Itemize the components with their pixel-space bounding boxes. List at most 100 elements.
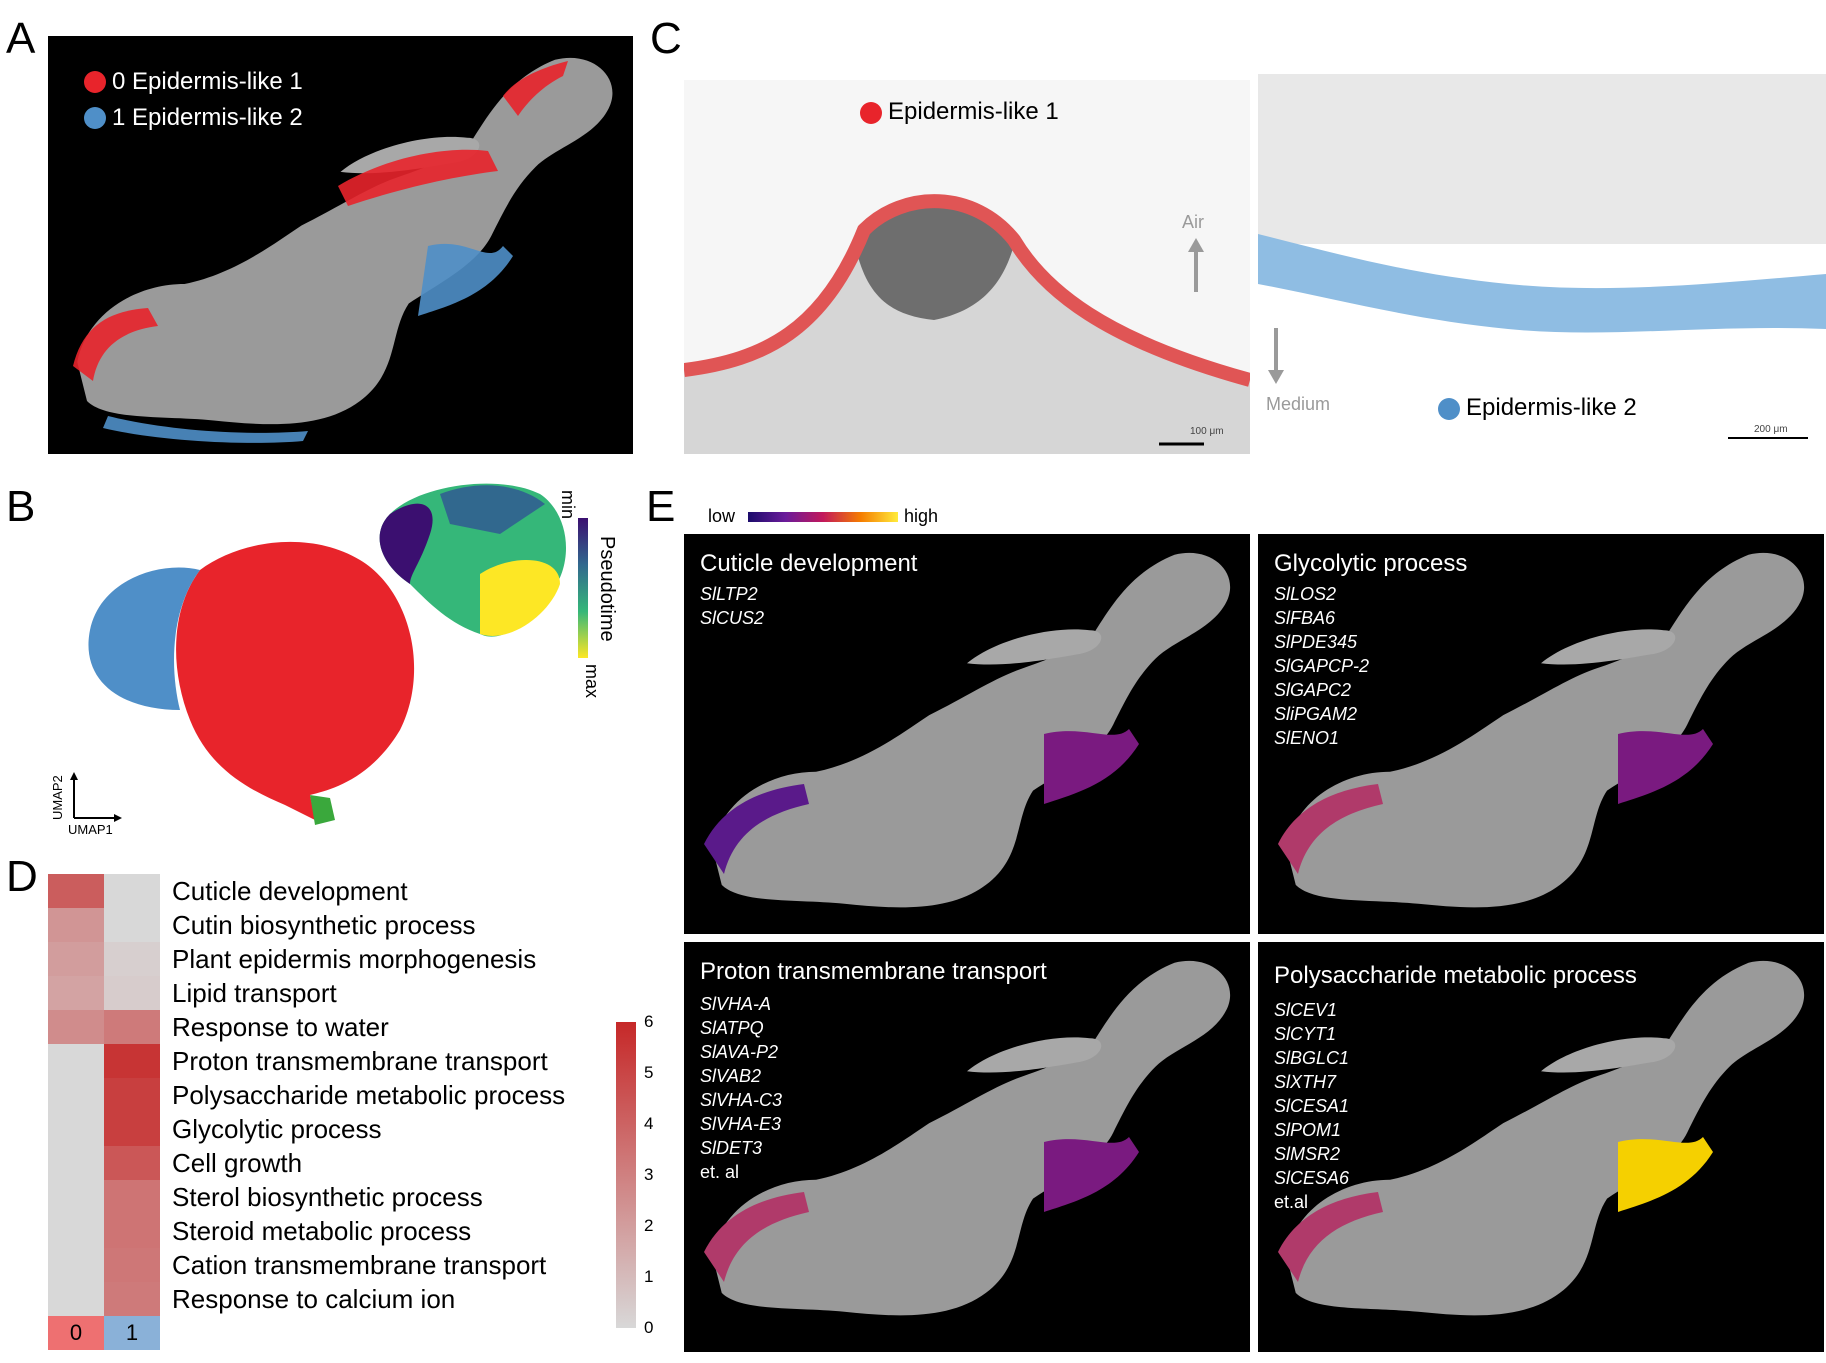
heatmap-row: [48, 976, 160, 1010]
gene-list: SlCEV1 SlCYT1 SlBGLC1 SlXTH7 SlCESA1 SlPOM1 Sl…: [1274, 998, 1349, 1214]
umap-plot: [88, 541, 415, 825]
heatmap-cell-cluster-0: [48, 874, 104, 908]
pseudotime-label: Pseudotime: [596, 536, 618, 642]
expression-colorbar-high: high: [904, 506, 939, 526]
tissue-expression-image: [1278, 552, 1805, 908]
gene-name: SlFBA6: [1274, 608, 1336, 628]
panel-label-a: A: [6, 14, 36, 63]
legend-dot-red: [84, 71, 106, 93]
gene-list-suffix: et. al: [700, 1162, 740, 1182]
go-heatmap: 0 1: [48, 874, 160, 1350]
micrograph-epidermis-2: Medium Epidermis-like 2 200 μm: [1258, 74, 1826, 454]
pseudotime-min-label: min: [558, 490, 578, 520]
scale-tick-label: 0: [644, 1318, 654, 1337]
go-term-label: Sterol biosynthetic process: [172, 1182, 483, 1212]
heatmap-cell-cluster-0: [48, 1248, 104, 1282]
heatmap-row: [48, 874, 160, 908]
expression-map-title: Polysaccharide metabolic process: [1274, 962, 1637, 989]
gene-list: SlLTP2 SlCUS2: [700, 582, 764, 630]
legend-label-cluster-1: 1 Epidermis-like 2: [112, 104, 303, 131]
heatmap-cell-cluster-1: [104, 1044, 160, 1078]
expression-map-title: Glycolytic process: [1274, 550, 1468, 577]
expression-map-panel: Glycolytic process SlLOS2 SlFBA6 SlPDE345 Sl…: [1258, 534, 1824, 934]
gene-name: SlBGLC1: [1274, 1048, 1350, 1068]
cluster-legend: 0 Epidermis-like 1 1 Epidermis-like 2: [84, 68, 303, 132]
legend-item-cluster-0: 0 Epidermis-like 1: [84, 68, 303, 96]
epidermis-2-dot: [1438, 397, 1460, 420]
column-label-1: 1: [104, 1316, 160, 1350]
gene-name: SlVHA-A: [700, 994, 772, 1014]
heatmap-cell-cluster-0: [48, 908, 104, 942]
expression-map-panel: Polysaccharide metabolic process SlCEV1 Sl…: [1258, 942, 1824, 1352]
expression-map-title: Cuticle development: [700, 550, 918, 577]
heatmap-cell-cluster-1: [104, 1112, 160, 1146]
tissue-section-image: [73, 57, 613, 443]
panel-label-b: B: [6, 482, 36, 531]
cross-section-image-2: [1258, 74, 1826, 439]
gene-name: SlCESA6: [1274, 1168, 1350, 1188]
heatmap-cell-cluster-1: [104, 1078, 160, 1112]
heatmap-row: [48, 942, 160, 976]
gene-name: SlMSR2: [1274, 1144, 1341, 1164]
heatmap-cell-cluster-0: [48, 1112, 104, 1146]
expression-map-title: Proton transmembrane transport: [700, 958, 1047, 985]
heatmap-colorbar: [616, 1022, 636, 1328]
heatmap-cell-cluster-1: [104, 1146, 160, 1180]
heatmap-cell-cluster-1: [104, 1214, 160, 1248]
column-label-0: 0: [48, 1316, 104, 1350]
go-term-label: Polysaccharide metabolic process: [172, 1080, 566, 1110]
heatmap-cell-cluster-0: [48, 1010, 104, 1044]
scale-tick-label: 1: [644, 1267, 654, 1286]
gene-name: SlGAPC2: [1274, 680, 1352, 700]
expression-map-panel: Proton transmembrane transport SlVHA-A SlA…: [684, 942, 1250, 1352]
scale-tick-label: 6: [644, 1012, 654, 1031]
label-epidermis-2: Epidermis-like 2: [1438, 394, 1637, 422]
panel-label-e: E: [646, 482, 676, 531]
scale-bar-1-label: 100 μm: [1190, 426, 1224, 437]
heatmap-cell-cluster-1: [104, 1282, 160, 1316]
heatmap-row: [48, 1282, 160, 1316]
heatmap-cell-cluster-1: [104, 942, 160, 976]
gene-list: SlLOS2 SlFBA6 SlPDE345 SlGAPCP-2 SlGAPC2 SliP…: [1274, 582, 1369, 750]
gene-name: SlLTP2: [700, 584, 758, 604]
pseudotime-max-label: max: [582, 664, 602, 699]
go-term-label: Glycolytic process: [172, 1114, 382, 1144]
gene-name: SlXTH7: [1274, 1072, 1337, 1092]
tissue-expression-image: [1278, 960, 1805, 1316]
gene-name: SliPGAM2: [1274, 704, 1358, 724]
heatmap-cell-cluster-1: [104, 1180, 160, 1214]
arrow-down-icon: [1268, 328, 1284, 384]
go-term-label: Lipid transport: [172, 978, 337, 1008]
heatmap-cell-cluster-0: [48, 942, 104, 976]
heatmap-cell-cluster-0: [48, 1282, 104, 1316]
heatmap-column-labels: 0 1: [48, 1316, 160, 1350]
heatmap-row: [48, 1146, 160, 1180]
medium-label: Medium: [1266, 394, 1331, 414]
heatmap-cell-cluster-1: [104, 874, 160, 908]
gene-name: SlCEV1: [1274, 1000, 1338, 1020]
gene-name: SlGAPCP-2: [1274, 656, 1370, 676]
scale-tick-label: 5: [644, 1063, 654, 1082]
go-term-list: Cuticle development Cutin biosynthetic pr…: [172, 874, 565, 1316]
arrow-up-icon: [1188, 238, 1204, 292]
umap2-label: UMAP2: [50, 775, 65, 820]
go-term-label: Response to calcium ion: [172, 1284, 456, 1314]
heatmap-cell-cluster-0: [48, 1214, 104, 1248]
umap-axes-icon: [70, 772, 122, 822]
gene-name: SlATPQ: [700, 1018, 764, 1038]
gene-name: SlENO1: [1274, 728, 1340, 748]
gene-name: SlCYT1: [1274, 1024, 1337, 1044]
gene-name: SlPDE345: [1274, 632, 1358, 652]
heatmap-grid: [48, 874, 160, 1316]
heatmap-cell-cluster-1: [104, 1248, 160, 1282]
gene-list-suffix: et.al: [1274, 1192, 1309, 1212]
panel-label-c: C: [650, 14, 682, 63]
go-term-label: Proton transmembrane transport: [172, 1046, 548, 1076]
gene-name: SlAVA-P2: [700, 1042, 779, 1062]
heatmap-row: [48, 1010, 160, 1044]
expression-colorbar-low: low: [708, 506, 736, 526]
panel-label-d: D: [6, 852, 38, 901]
scale-tick-label: 4: [644, 1114, 654, 1133]
heatmap-row: [48, 1248, 160, 1282]
go-term-label: Response to water: [172, 1012, 389, 1042]
